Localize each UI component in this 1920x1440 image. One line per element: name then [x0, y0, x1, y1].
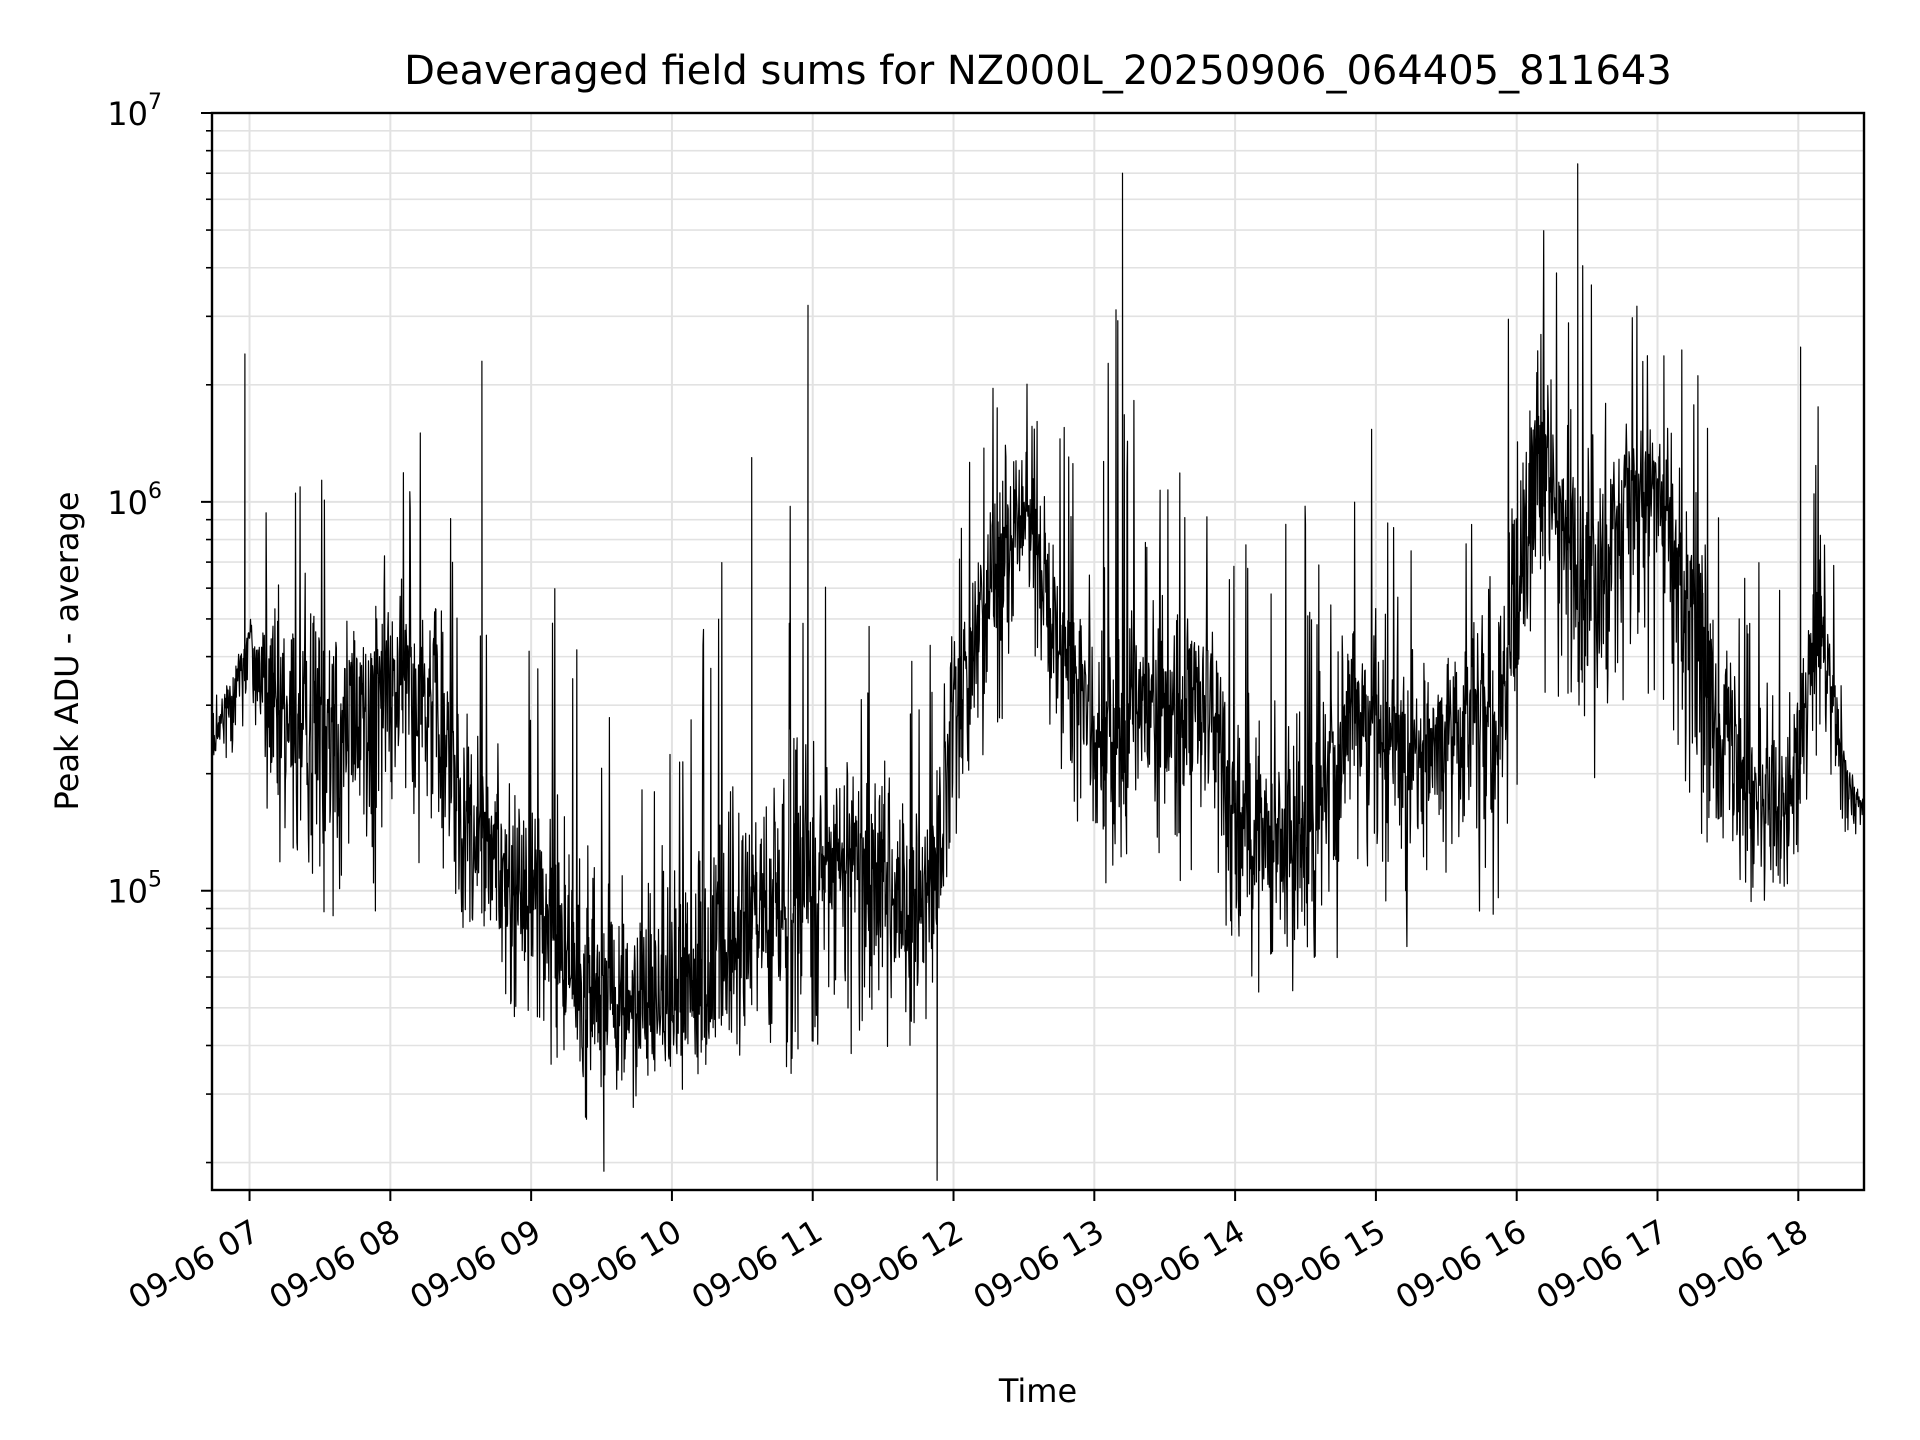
x-axis-label: Time [998, 1372, 1077, 1410]
y-tick-label: 107 [107, 90, 162, 133]
data-series [211, 163, 1865, 1181]
grid [212, 113, 1864, 1190]
y-axis: 105 106 107 [107, 90, 212, 1164]
chart-title: Deaveraged field sums for NZ000L_2025090… [404, 48, 1672, 94]
y-tick-label: 105 [107, 868, 162, 911]
y-axis-label: Peak ADU - average [48, 492, 86, 811]
series-line [211, 163, 1865, 1181]
y-tick-label: 106 [107, 479, 162, 522]
plot-frame [210, 111, 1866, 1192]
